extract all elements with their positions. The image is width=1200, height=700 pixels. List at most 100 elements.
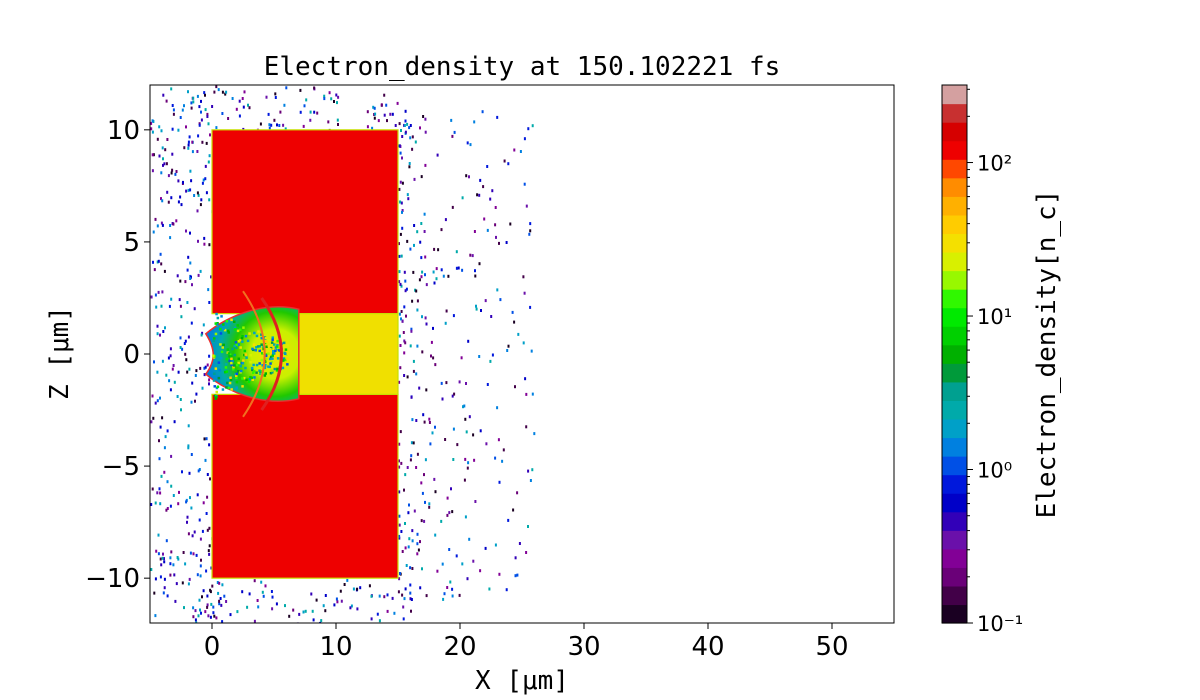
electron-dot bbox=[212, 605, 215, 609]
electron-dot bbox=[175, 219, 178, 223]
electron-dot bbox=[268, 126, 271, 130]
electron-dot bbox=[469, 253, 472, 257]
electron-dot bbox=[182, 180, 184, 184]
electron-dot bbox=[383, 93, 386, 97]
plasma-speckle bbox=[246, 339, 250, 343]
colorbar-band bbox=[942, 604, 967, 624]
electron-dot bbox=[163, 269, 166, 273]
plasma-speckle bbox=[257, 347, 260, 350]
electron-dot bbox=[241, 590, 244, 594]
colorbar-tick-label: 10⁰ bbox=[977, 459, 1012, 483]
electron-dot bbox=[322, 604, 325, 608]
electron-dot bbox=[179, 346, 182, 349]
plasma-speckle bbox=[214, 332, 218, 336]
electron-dot bbox=[208, 243, 211, 247]
electron-dot bbox=[512, 508, 515, 512]
electron-dot bbox=[221, 620, 224, 623]
electron-dot bbox=[464, 417, 467, 421]
electron-dot bbox=[468, 415, 471, 419]
electron-dot bbox=[498, 480, 501, 484]
electron-dot bbox=[431, 431, 434, 435]
electron-dot bbox=[401, 319, 404, 323]
electron-dot bbox=[275, 602, 278, 606]
electron-dot bbox=[400, 461, 403, 465]
plasma-speckle bbox=[261, 364, 264, 367]
plasma-speckle bbox=[260, 358, 264, 362]
plasma-speckle bbox=[239, 364, 242, 368]
electron-dot bbox=[200, 99, 202, 103]
electron-dot bbox=[199, 269, 202, 273]
electron-dot bbox=[461, 196, 464, 200]
electron-dot bbox=[464, 515, 467, 519]
electron-dot bbox=[155, 549, 158, 553]
electron-dot bbox=[397, 590, 400, 594]
electron-dot bbox=[502, 448, 505, 452]
electron-dot bbox=[516, 573, 519, 577]
electron-dot bbox=[423, 212, 426, 216]
plasma-speckle bbox=[214, 367, 218, 370]
electron-dot bbox=[349, 606, 352, 610]
plasma-speckle bbox=[261, 352, 264, 355]
electron-dot bbox=[489, 359, 492, 363]
electron-dot bbox=[530, 349, 533, 353]
electron-dot bbox=[416, 552, 419, 556]
colorbar-band bbox=[942, 530, 967, 550]
electron-dot bbox=[505, 241, 508, 244]
electron-dot bbox=[514, 574, 517, 578]
electron-dot bbox=[156, 260, 159, 264]
plasma-speckle bbox=[274, 356, 278, 360]
electron-dot bbox=[161, 199, 164, 203]
plasma-speckle bbox=[275, 369, 279, 372]
electron-dot bbox=[165, 508, 168, 512]
electron-dot bbox=[402, 605, 405, 609]
electron-dot bbox=[473, 230, 476, 233]
electron-dot bbox=[192, 552, 195, 556]
plasma-speckle bbox=[273, 343, 276, 346]
electron-dot bbox=[156, 324, 159, 328]
colorbar-band bbox=[942, 456, 967, 476]
y-axis-label: Z [μm] bbox=[45, 306, 75, 400]
plasma-speckle bbox=[235, 376, 238, 380]
electron-dot bbox=[162, 93, 165, 97]
electron-dot bbox=[284, 127, 287, 131]
electron-dot bbox=[408, 162, 411, 165]
electron-dot bbox=[420, 519, 423, 523]
electron-dot bbox=[302, 610, 305, 614]
electron-dot bbox=[400, 310, 403, 313]
electron-dot bbox=[386, 593, 389, 597]
electron-dot bbox=[467, 461, 470, 465]
electron-dot bbox=[184, 562, 187, 566]
electron-dot bbox=[486, 165, 489, 168]
electron-dot bbox=[197, 273, 200, 277]
electron-dot bbox=[184, 280, 187, 284]
electron-dot bbox=[494, 223, 497, 227]
plasma-speckle bbox=[276, 346, 280, 350]
electron-dot bbox=[158, 439, 160, 443]
electron-dot bbox=[453, 130, 456, 134]
electron-dot bbox=[186, 301, 189, 304]
electron-dot bbox=[444, 438, 447, 441]
electron-dot bbox=[428, 505, 431, 509]
electron-dot bbox=[403, 305, 406, 309]
electron-dot bbox=[201, 595, 203, 599]
heatmap-layer bbox=[150, 85, 536, 623]
electron-dot bbox=[444, 321, 447, 325]
colorbar-bands bbox=[942, 85, 967, 624]
plasma-speckle bbox=[245, 356, 248, 359]
electron-dot bbox=[191, 283, 193, 287]
plasma-speckle bbox=[270, 341, 274, 344]
y-tick-label: −5 bbox=[102, 452, 140, 482]
electron-dot bbox=[446, 586, 449, 589]
plasma-speckle bbox=[273, 352, 276, 355]
electron-dot bbox=[204, 108, 207, 112]
electron-dot bbox=[197, 239, 199, 243]
electron-dot bbox=[184, 339, 187, 343]
electron-dot bbox=[346, 578, 349, 582]
electron-dot bbox=[165, 99, 168, 103]
electron-dot bbox=[213, 614, 216, 618]
electron-dot bbox=[475, 304, 477, 308]
plasma-speckle bbox=[276, 367, 279, 371]
electron-dot bbox=[200, 611, 202, 615]
plasma-speckle bbox=[271, 357, 274, 360]
